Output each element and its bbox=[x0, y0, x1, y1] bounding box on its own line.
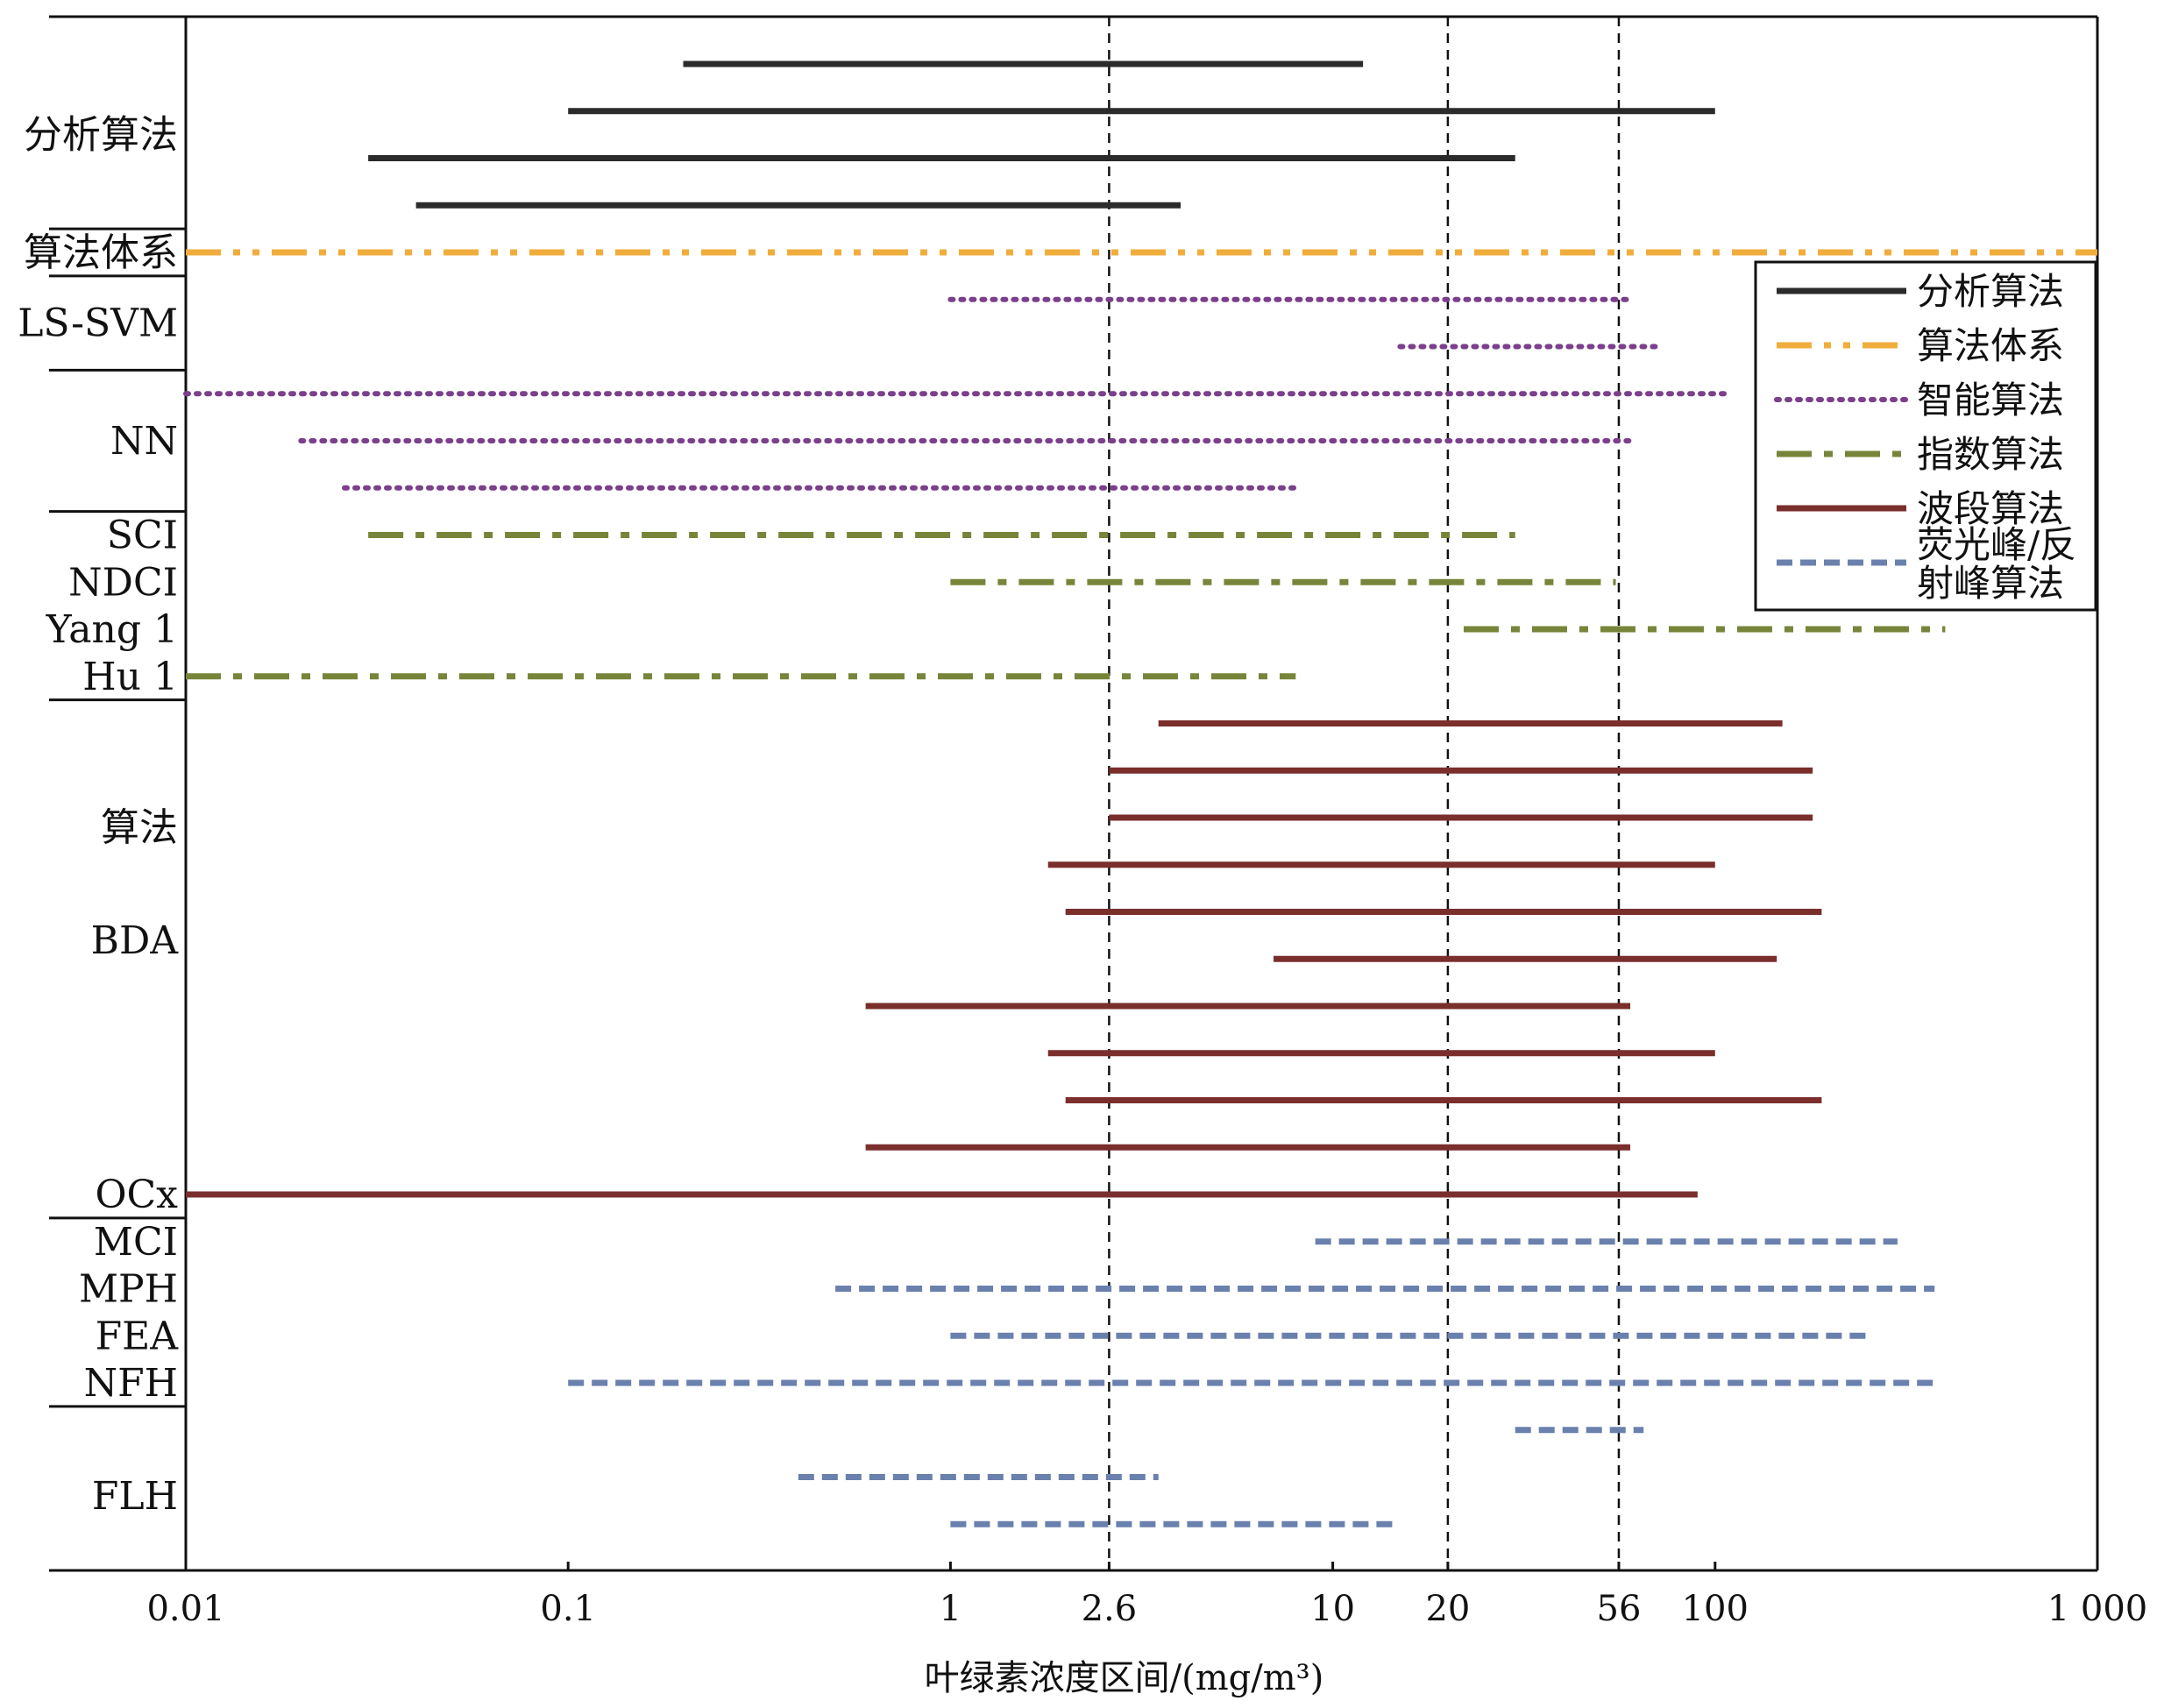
legend-label: 波段算法 bbox=[1917, 487, 2064, 530]
row-label: FLH bbox=[92, 1474, 178, 1519]
row-label: NFH bbox=[84, 1361, 178, 1406]
legend-label: 射峰算法 bbox=[1917, 562, 2064, 605]
range-lines bbox=[183, 60, 2097, 1527]
x-tick-label: 0.01 bbox=[146, 1589, 224, 1629]
row-label: 算法 bbox=[101, 805, 178, 850]
x-tick-label: 10 bbox=[1310, 1589, 1355, 1629]
legend-label: 智能算法 bbox=[1917, 379, 2064, 422]
legend-label: 算法体系 bbox=[1917, 324, 2064, 367]
legend-label: 荧光峰/反 bbox=[1917, 523, 2076, 566]
x-tick-label: 1 bbox=[940, 1589, 961, 1629]
row-label: NDCI bbox=[68, 560, 178, 605]
reference-lines bbox=[1108, 17, 1621, 1570]
legend-label: 指数算法 bbox=[1917, 433, 2064, 476]
legend-label: 分析算法 bbox=[1917, 270, 2064, 313]
x-tick-label: 56 bbox=[1597, 1589, 1642, 1629]
x-axis-label: 叶绿素浓度区间/(mg/m³) bbox=[925, 1658, 1324, 1698]
group-separators bbox=[49, 227, 186, 1408]
row-label: BDA bbox=[91, 918, 180, 963]
x-tick-label: 1 000 bbox=[2047, 1589, 2148, 1629]
legend-box bbox=[1754, 260, 2097, 612]
row-label: MPH bbox=[79, 1267, 178, 1312]
x-axis: 0.01 0.1 1 2.6 10 20 56 100 1 000 bbox=[146, 1562, 2147, 1629]
row-label: Yang 1 bbox=[46, 607, 178, 652]
row-label: NN bbox=[110, 419, 178, 464]
x-tick-label: 2.6 bbox=[1082, 1589, 1138, 1629]
row-label: LS-SVM bbox=[18, 301, 178, 346]
row-label: 算法体系 bbox=[24, 230, 178, 275]
row-label: 分析算法 bbox=[24, 113, 178, 158]
row-label: OCx bbox=[95, 1173, 178, 1217]
x-tick-label: 100 bbox=[1682, 1589, 1749, 1629]
row-label: MCI bbox=[94, 1220, 178, 1265]
x-tick-label: 0.1 bbox=[540, 1589, 596, 1629]
row-label: Hu 1 bbox=[82, 655, 178, 699]
row-label: SCI bbox=[107, 514, 178, 558]
row-label: FEA bbox=[96, 1314, 180, 1358]
x-tick-label: 20 bbox=[1425, 1589, 1470, 1629]
